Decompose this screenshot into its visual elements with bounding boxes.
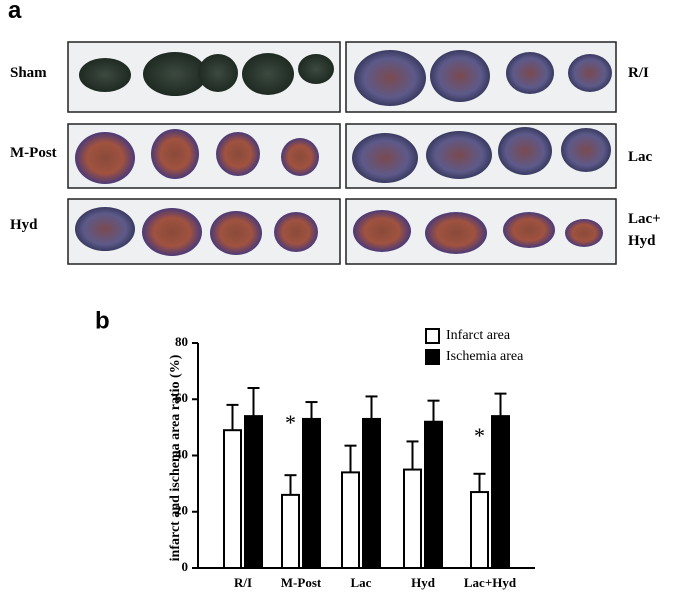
group-label: Hyd [10,217,38,233]
panel-label: a [8,0,22,24]
bar [424,420,443,569]
y-axis-label: infarct and ischema area ratio (%) [168,354,183,561]
annotation: * [285,410,296,435]
bar [281,493,300,569]
y-tick-label: 0 [182,559,189,574]
y-tick-label: 40 [175,446,188,461]
legend-label: Infarct area [446,328,511,343]
x-tick-label: Lac [351,575,372,590]
x-tick-label: M-Post [281,575,322,590]
group-label: Lac+ Hyd [628,211,661,249]
bar [244,415,263,569]
group-label: M-Post [10,145,57,161]
group-label: R/I [628,65,649,81]
group-label: Lac [628,149,653,165]
legend-swatch [425,328,440,344]
x-tick-label: Hyd [411,575,436,590]
bar [302,417,321,569]
heart-slices [75,50,612,256]
bar [223,429,242,569]
x-tick-label: R/I [234,575,252,590]
bar [403,468,422,569]
y-tick-label: 20 [175,503,188,518]
bar [341,471,360,569]
bar [362,417,381,569]
x-tick-label: Lac+Hyd [464,575,517,590]
bar [470,491,489,569]
group-label: Sham [10,65,47,81]
bar [491,415,510,569]
panel-label: b [95,307,110,334]
legend-swatch [425,349,440,365]
y-tick-label: 60 [175,390,188,405]
y-tick-label: 80 [175,334,188,349]
annotation: * [474,423,485,448]
legend-label: Ischemia area [446,349,524,364]
